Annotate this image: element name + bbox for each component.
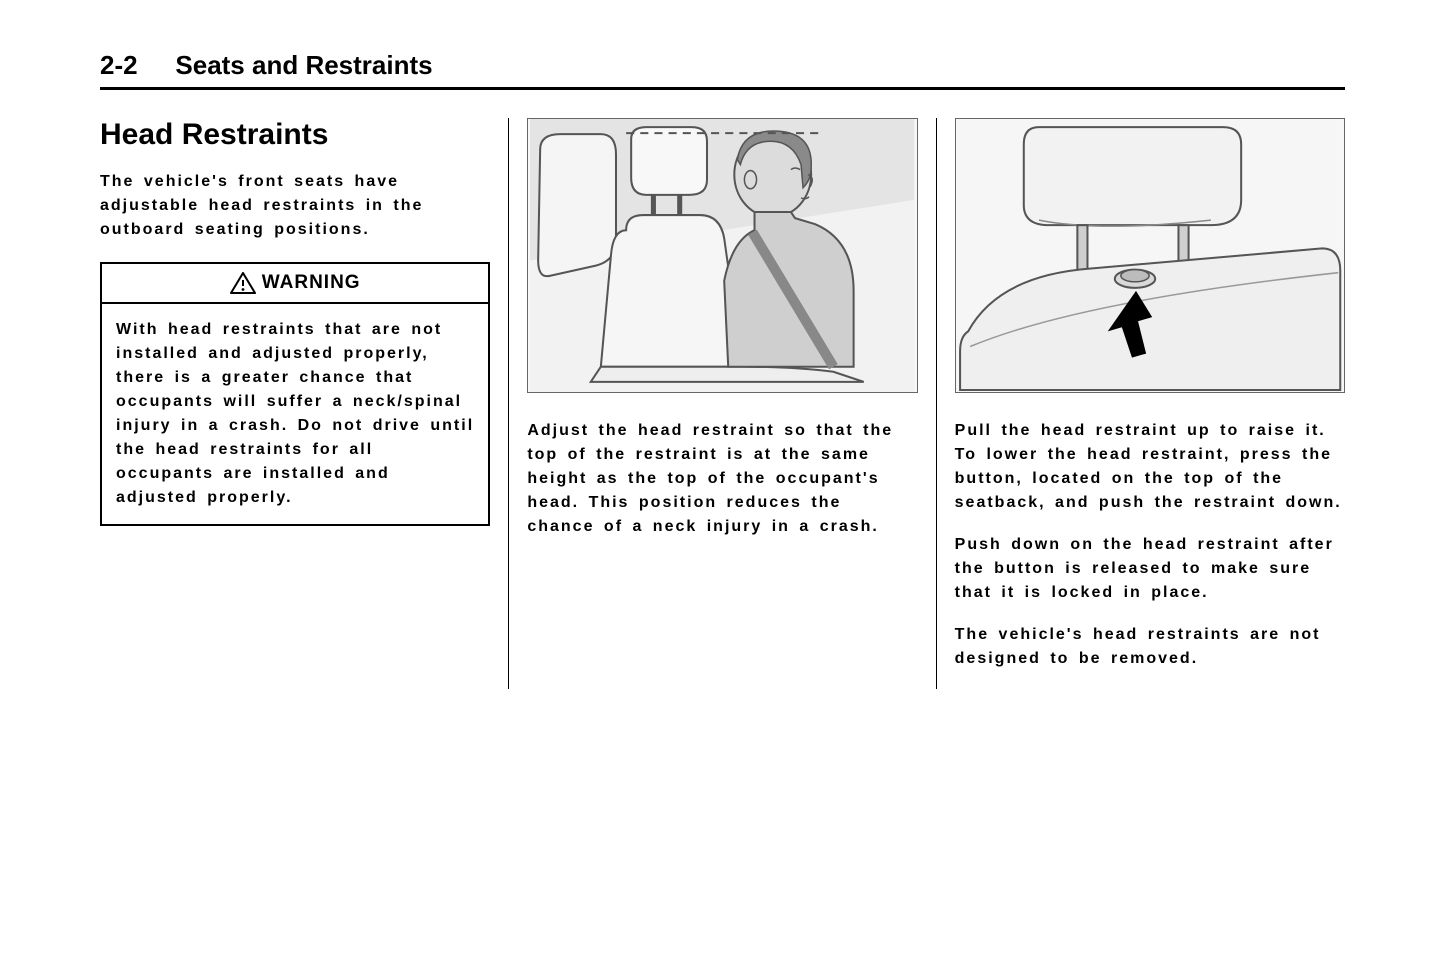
- figure-headrest-button: [955, 118, 1345, 393]
- column-1: Head Restraints The vehicle's front seat…: [100, 118, 508, 689]
- column-3: Pull the head restraint up to raise it. …: [936, 118, 1345, 689]
- warning-header: WARNING: [102, 264, 488, 304]
- column3-p2: Push down on the head restraint after th…: [955, 533, 1345, 605]
- warning-box: WARNING With head restraints that are no…: [100, 262, 490, 526]
- content-columns: Head Restraints The vehicle's front seat…: [100, 118, 1345, 689]
- page-number: 2-2: [100, 50, 138, 80]
- column3-p1: Pull the head restraint up to raise it. …: [955, 419, 1345, 515]
- header-spacer: [142, 50, 171, 80]
- warning-body: With head restraints that are not instal…: [102, 304, 488, 524]
- warning-triangle-icon: [230, 272, 256, 294]
- chapter-title: Seats and Restraints: [175, 50, 432, 80]
- column2-caption: Adjust the head restraint so that the to…: [527, 419, 917, 539]
- page-header: 2-2 Seats and Restraints: [100, 50, 1345, 90]
- intro-paragraph: The vehicle's front seats have adjustabl…: [100, 170, 490, 242]
- column3-p3: The vehicle's head restraints are not de…: [955, 623, 1345, 671]
- section-title: Head Restraints: [100, 118, 490, 152]
- figure-occupant-headrest: [527, 118, 917, 393]
- warning-label: WARNING: [262, 272, 361, 294]
- column-2: Adjust the head restraint so that the to…: [508, 118, 935, 689]
